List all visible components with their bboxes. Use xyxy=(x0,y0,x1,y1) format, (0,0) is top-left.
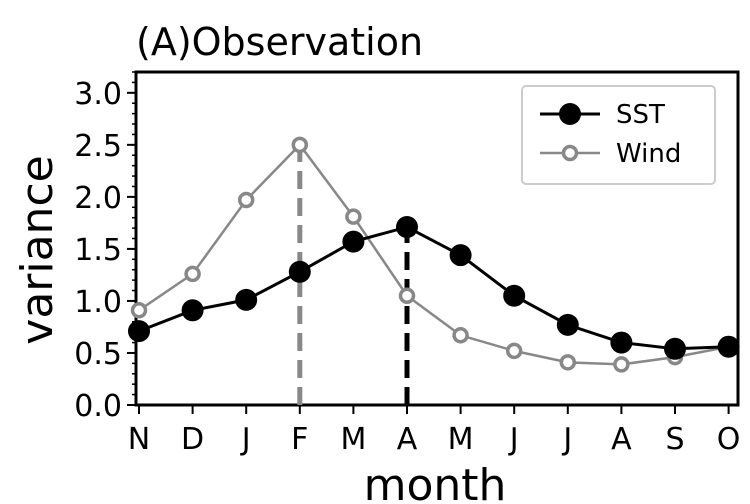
sst-point xyxy=(128,320,150,343)
wind-point xyxy=(452,327,469,344)
sst-point xyxy=(235,288,258,311)
sst-point xyxy=(449,244,472,267)
legend-wind-label: Wind xyxy=(616,139,681,169)
legend-sst-label: SST xyxy=(616,100,665,130)
wind-point xyxy=(130,302,148,319)
wind-point xyxy=(291,136,309,154)
sst-point xyxy=(288,260,311,283)
y-tick-label: 2.0 xyxy=(74,181,122,216)
y-tick-label: 1.0 xyxy=(74,285,122,320)
wind-point xyxy=(345,208,362,225)
y-tick-label: 2.5 xyxy=(74,129,122,164)
x-tick-label: J xyxy=(561,422,572,457)
wind-point xyxy=(613,356,630,373)
chart-title: (A)Observation xyxy=(136,20,423,64)
x-tick-label: J xyxy=(240,422,251,457)
legend-sst-marker xyxy=(559,103,581,125)
x-tick-label: M xyxy=(340,422,366,457)
x-tick-label: D xyxy=(181,422,204,457)
plot-area: 0.00.51.01.52.02.53.0N D J F M A M J J A S O xyxy=(74,70,741,457)
wind-point xyxy=(398,287,416,304)
x-tick-label: S xyxy=(665,422,684,457)
x-axis-label: month xyxy=(364,460,507,504)
sst-point xyxy=(610,331,633,354)
x-tick-label: O xyxy=(717,422,741,457)
y-tick-label: 0.5 xyxy=(74,337,122,372)
sst-point xyxy=(664,337,686,360)
x-tick-label: J xyxy=(508,422,519,457)
wind-point xyxy=(505,342,523,360)
sst-point xyxy=(503,284,526,307)
sst-point xyxy=(717,335,740,358)
x-tick-label: A xyxy=(397,422,418,457)
x-tick-label: N xyxy=(128,422,150,457)
wind-point xyxy=(559,354,577,371)
y-tick-label: 3.0 xyxy=(74,77,122,112)
x-tick-label: A xyxy=(611,422,632,457)
x-tick-label: M xyxy=(448,422,474,457)
wind-line xyxy=(138,142,729,366)
y-axis-label: variance xyxy=(12,155,63,344)
sst-point xyxy=(396,216,418,239)
sst-point xyxy=(556,313,579,336)
wind-point xyxy=(184,265,201,283)
x-tick-label: F xyxy=(291,422,308,457)
legend-wind-marker xyxy=(561,144,579,162)
legend: SST Wind xyxy=(521,85,716,185)
sst-line xyxy=(138,225,729,351)
y-tick-label: 0.0 xyxy=(74,389,122,424)
wind-point xyxy=(237,191,255,209)
sst-point xyxy=(342,230,365,253)
y-tick-label: 1.5 xyxy=(74,233,122,268)
sst-point xyxy=(181,299,204,322)
